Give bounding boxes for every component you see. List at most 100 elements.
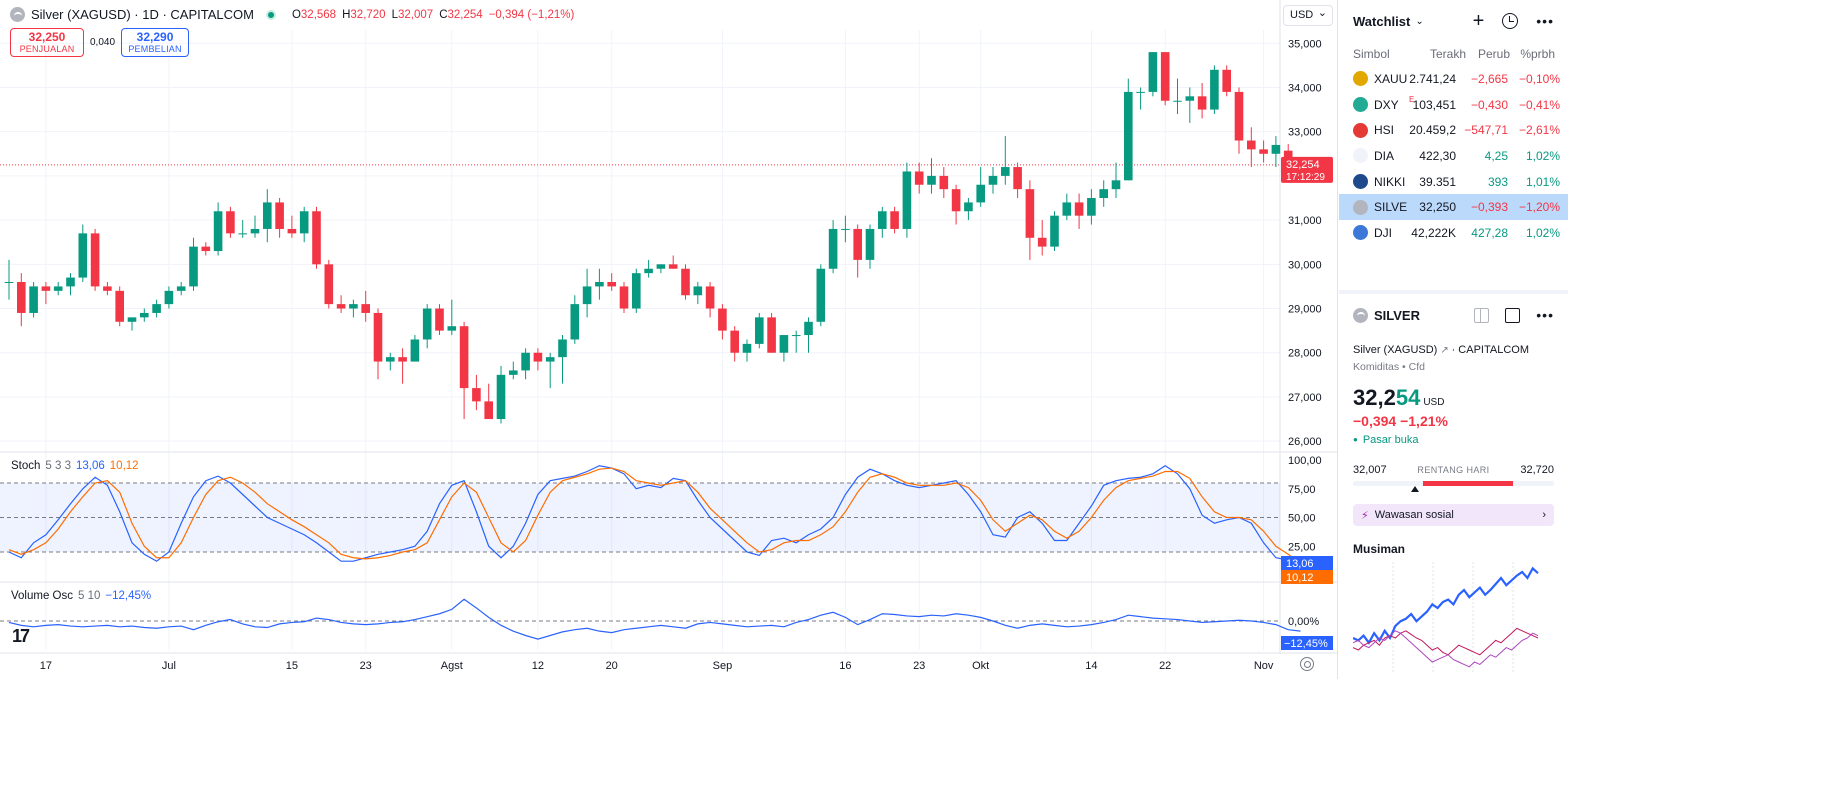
- col-pct[interactable]: %prbh: [1520, 47, 1555, 61]
- candle-body: [447, 326, 457, 331]
- watchlist-row[interactable]: SILVE 32,250 −0,393 −1,20%: [1339, 194, 1568, 221]
- candle-body: [127, 317, 137, 322]
- row-pct: −0,10%: [1518, 71, 1560, 86]
- candle-body: [1124, 91, 1133, 181]
- watchlist-row[interactable]: NIKKI 39.351 393 1,01%: [1339, 169, 1568, 195]
- row-symbol: DXY: [1374, 97, 1399, 112]
- candle-body: [361, 304, 370, 313]
- edit-note-icon[interactable]: [1505, 307, 1521, 323]
- candle-body: [902, 171, 912, 229]
- chevron-down-icon[interactable]: ⌄: [1415, 15, 1424, 27]
- seasonal-title[interactable]: Musiman: [1353, 542, 1406, 556]
- add-symbol-icon[interactable]: +: [1472, 10, 1485, 32]
- price-currency: USD: [1423, 397, 1445, 408]
- watchlist-row[interactable]: DXY 103,451 −0,430 −0,41% E: [1339, 92, 1568, 118]
- candle-body: [668, 264, 678, 269]
- watchlist-title[interactable]: Watchlist: [1353, 13, 1411, 29]
- right-sidebar: Watchlist ⌄ + ••• Simbol Terakh Perub %p…: [1339, 0, 1568, 679]
- candle-body: [976, 184, 985, 203]
- candle-body: [496, 374, 506, 420]
- row-badge: E: [1409, 94, 1415, 104]
- price-tick-label: 27,000: [1288, 392, 1322, 404]
- candle-body: [1074, 202, 1084, 216]
- candle-body: [398, 357, 407, 362]
- volume-osc-legend[interactable]: Volume Osc 5 10 −12,45%: [11, 590, 151, 602]
- time-tick-label: 23: [360, 660, 372, 672]
- watchlist-row[interactable]: HSI 20.459,2 −547,71 −2,61%: [1339, 117, 1568, 143]
- row-change: −2,665: [1470, 71, 1508, 86]
- symbol-title[interactable]: Silver (XAGUSD) · 1D · CAPITALCOM: [31, 7, 254, 22]
- external-link-icon[interactable]: ↗: [1440, 345, 1452, 356]
- candle-body: [582, 286, 592, 305]
- candle-body: [1210, 69, 1219, 110]
- detail-name[interactable]: SILVER: [1374, 307, 1420, 323]
- candle-body: [422, 308, 432, 340]
- seasonal-chart[interactable]: [1352, 562, 1553, 674]
- symbol-header: Silver (XAGUSD) · 1D · CAPITALCOM O32,56…: [10, 7, 574, 22]
- watchlist-header: Watchlist ⌄ + •••: [1339, 0, 1568, 42]
- candle-body: [742, 343, 752, 353]
- currency-select[interactable]: USD: [1283, 5, 1333, 26]
- col-change[interactable]: Perub: [1477, 47, 1510, 61]
- candle-body: [287, 228, 297, 234]
- more-options-icon[interactable]: •••: [1536, 307, 1554, 323]
- candle-body: [533, 352, 543, 362]
- chart-canvas[interactable]: 35,00034,00033,00032,00031,00030,00029,0…: [0, 0, 1338, 679]
- watchlist-row[interactable]: DIA 422,30 4,25 1,02%: [1339, 143, 1568, 169]
- candle-body: [853, 228, 862, 260]
- layout-icon[interactable]: [1474, 307, 1490, 323]
- time-tick-label: 15: [286, 660, 298, 672]
- candle-body: [804, 321, 813, 336]
- row-last: 103,451: [1412, 97, 1456, 112]
- spread-value: 0,040: [90, 37, 116, 48]
- seasonal-line-2024: [1352, 566, 1539, 645]
- stoch-legend[interactable]: Stoch 5 3 3 13,06 10,12: [11, 460, 139, 472]
- stoch-tick-label: 100,00: [1288, 455, 1322, 467]
- candle-body: [767, 317, 776, 353]
- seasonal-line-2022: [1352, 630, 1539, 668]
- candle-body: [558, 339, 567, 358]
- watchlist-row[interactable]: DJI 42,222K 427,28 1,02%: [1339, 220, 1568, 246]
- ohlc-label: C: [439, 8, 448, 21]
- time-tick-label: 14: [1085, 660, 1097, 672]
- row-last: 32,250: [1419, 200, 1456, 215]
- watchlist-row[interactable]: XAUU 2.741,24 −2,665 −0,10%: [1339, 66, 1568, 92]
- candle-body: [1087, 198, 1096, 216]
- social-insights-button[interactable]: ⚡ Wawasan sosial ›: [1353, 504, 1554, 526]
- row-change: 4,25: [1484, 148, 1508, 163]
- candle-body: [730, 330, 739, 353]
- candle-body: [509, 370, 518, 375]
- candle-body: [140, 312, 149, 318]
- candle-body: [17, 282, 26, 313]
- market-status[interactable]: Pasar buka: [1353, 434, 1554, 446]
- day-range: 32,007 RENTANG HARI 32,720: [1353, 464, 1554, 476]
- candle-body: [791, 335, 801, 337]
- chart-settings-icon[interactable]: [1300, 657, 1314, 671]
- detail-change: −0,394 −1,21%: [1353, 413, 1448, 429]
- chart-area[interactable]: 35,00034,00033,00032,00031,00030,00029,0…: [0, 0, 1338, 679]
- dollar-icon: [1353, 97, 1368, 113]
- candle-body: [410, 339, 420, 362]
- price-tick-label: 28,000: [1288, 348, 1322, 360]
- vol-value: −12,45%: [105, 590, 152, 602]
- col-symbol[interactable]: Simbol: [1353, 47, 1390, 61]
- price-tick-label: 26,000: [1288, 436, 1322, 448]
- sell-label: PENJUALAN: [19, 44, 75, 54]
- advanced-view-icon[interactable]: [1502, 13, 1519, 29]
- buy-button[interactable]: 32,290 PEMBELIAN: [121, 28, 190, 57]
- detail-category: Komiditas • Cfd: [1353, 361, 1425, 373]
- more-options-icon[interactable]: •••: [1536, 13, 1554, 29]
- detail-price: 32,254 USD: [1353, 385, 1554, 411]
- silver-logo-icon: [1353, 307, 1368, 323]
- tradingview-logo[interactable]: 17: [12, 626, 30, 646]
- sell-button[interactable]: 32,250 PENJUALAN: [10, 28, 84, 57]
- col-last[interactable]: Terakh: [1429, 47, 1466, 61]
- candle-body: [1185, 96, 1195, 101]
- ohlc-values: O32,568 H32,720 L32,007 C32,254 −0,394 (…: [292, 9, 574, 21]
- detail-fullname-text[interactable]: Silver (XAGUSD): [1353, 344, 1438, 356]
- row-symbol: HSI: [1374, 123, 1395, 138]
- candle-body: [90, 233, 100, 287]
- vol-value-tag: [1281, 636, 1333, 650]
- time-tick-label: 17: [40, 660, 52, 672]
- stoch-k-value: 13,06: [76, 460, 105, 472]
